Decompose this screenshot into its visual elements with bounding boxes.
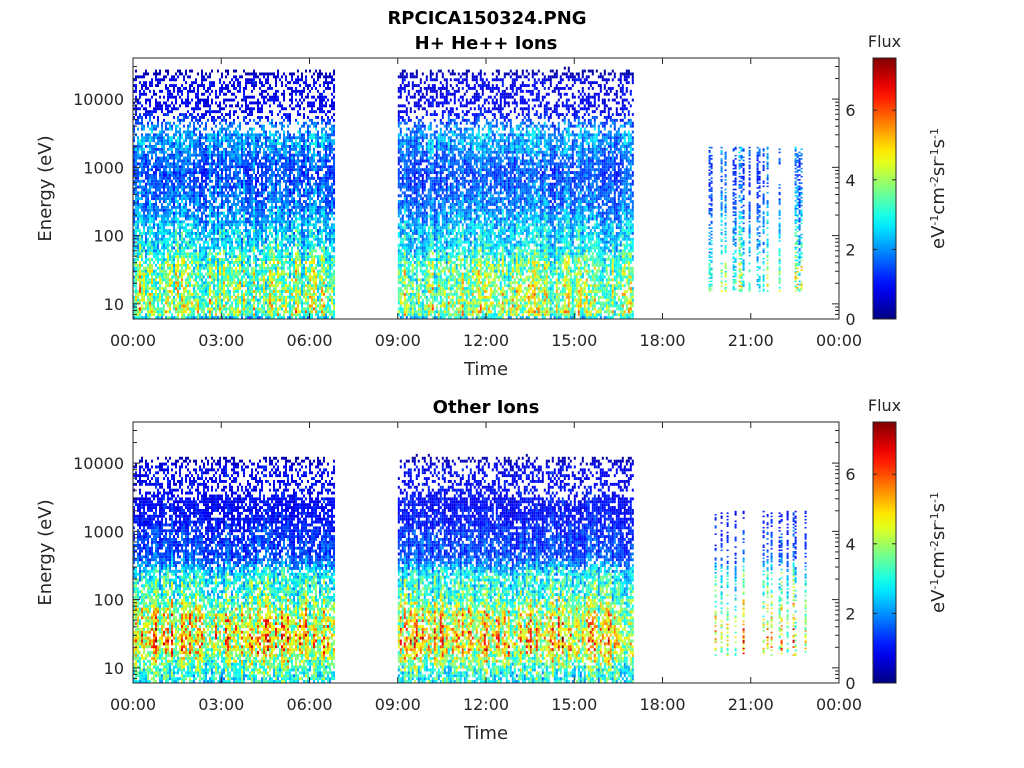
unit-exponent: -2 (928, 176, 941, 187)
data-interval (708, 146, 803, 292)
x-tick-label: 06:00 (286, 695, 332, 714)
colorbar-title: Flux (868, 32, 901, 51)
colorbar-tick-label: 0 (845, 310, 855, 329)
unit-base: s (928, 503, 949, 512)
data-interval (397, 453, 634, 683)
unit-base: cm (928, 551, 949, 578)
data-interval (133, 456, 335, 683)
unit-base: eV (928, 225, 949, 249)
data-interval (133, 69, 335, 319)
colorbar-tick-label: 4 (845, 535, 855, 554)
colorbar-tick-label: 4 (845, 171, 855, 190)
unit-base: cm (928, 187, 949, 214)
x-tick-label: 18:00 (639, 331, 685, 350)
colorbar-gradient (873, 422, 896, 683)
unit-base: sr (928, 523, 949, 540)
x-tick-label: 15:00 (551, 331, 597, 350)
data-interval (397, 66, 634, 319)
colorbar-gradient (873, 58, 896, 319)
x-tick-label: 03:00 (198, 331, 244, 350)
y-tick-label: 10000 (73, 454, 124, 473)
colorbar-title: Flux (868, 396, 901, 415)
y-tick-label: 10 (104, 659, 124, 678)
y-tick-label: 1000 (83, 158, 124, 177)
x-tick-label: 21:00 (728, 331, 774, 350)
y-tick-label: 10000 (73, 90, 124, 109)
spectrogram (133, 66, 803, 319)
unit-exponent: -2 (928, 540, 941, 551)
colorbar-tick-label: 2 (845, 240, 855, 259)
unit-exponent: -1 (928, 128, 941, 139)
x-tick-label: 00:00 (110, 331, 156, 350)
unit-exponent: -1 (928, 215, 941, 226)
spectrogram (133, 453, 807, 683)
x-tick-label: 06:00 (286, 331, 332, 350)
chart-panel-1: H+ He++ Ions 00:00 03:00 06:00 09:00 12:00 15:… (35, 32, 949, 380)
x-tick-label: 15:00 (551, 695, 597, 714)
colorbar-tick-label: 2 (845, 604, 855, 623)
x-tick-label: 00:00 (816, 695, 862, 714)
colorbar-box (872, 57, 897, 320)
colorbar-units: eV-1cm-2sr-1s-1 (928, 128, 950, 249)
y-axis-label: Energy (eV) (35, 135, 56, 241)
figure-title: RPCICA150324.PNG (387, 8, 586, 29)
colorbar-tick-label: 6 (845, 101, 855, 120)
x-tick-label: 12:00 (463, 695, 509, 714)
colorbar-tick-label: 6 (845, 465, 855, 484)
unit-base: eV (928, 589, 949, 613)
colorbar-tick-label: 0 (845, 674, 855, 693)
x-axis-label: Time (463, 359, 508, 380)
x-tick-label: 09:00 (375, 695, 421, 714)
unit-exponent: -1 (928, 579, 941, 590)
unit-base: s (928, 139, 949, 148)
x-tick-label: 00:00 (110, 695, 156, 714)
x-axis-label: Time (463, 723, 508, 744)
y-axis-label: Energy (eV) (35, 499, 56, 605)
y-tick-label: 1000 (83, 522, 124, 541)
x-tick-label: 00:00 (816, 331, 862, 350)
data-interval (714, 510, 807, 656)
x-tick-label: 21:00 (728, 695, 774, 714)
unit-exponent: -1 (928, 148, 941, 159)
y-tick-label: 10 (104, 295, 124, 314)
unit-exponent: -1 (928, 492, 941, 503)
colorbar-box (872, 421, 897, 684)
chart-panel-2: Other Ions 00:00 03:00 06:00 09:00 12:00 15:00… (35, 396, 949, 744)
colorbar-units: eV-1cm-2sr-1s-1 (928, 492, 950, 613)
x-tick-label: 18:00 (639, 695, 685, 714)
panel-title: H+ He++ Ions (415, 33, 558, 54)
x-tick-label: 09:00 (375, 331, 421, 350)
y-tick-label: 100 (93, 591, 124, 610)
x-tick-label: 12:00 (463, 331, 509, 350)
panel-title: Other Ions (433, 397, 540, 418)
y-tick-label: 100 (93, 227, 124, 246)
x-tick-label: 03:00 (198, 695, 244, 714)
unit-base: sr (928, 159, 949, 176)
unit-exponent: -1 (928, 512, 941, 523)
